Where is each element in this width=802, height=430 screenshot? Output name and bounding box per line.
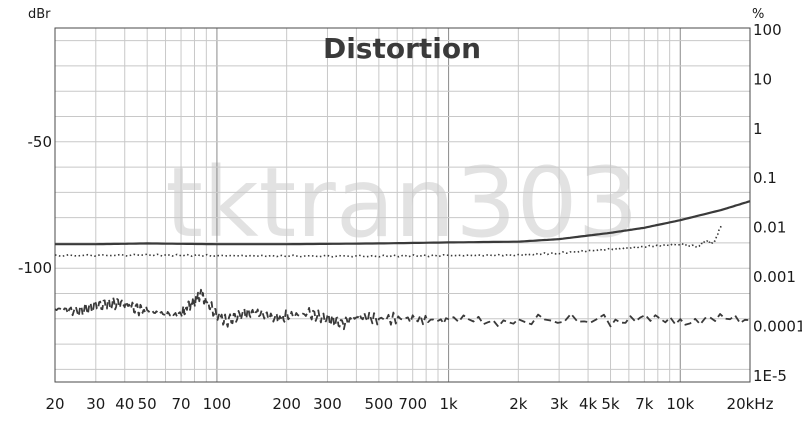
chart-title: Distortion bbox=[323, 32, 481, 65]
x-tick-label: 3k bbox=[550, 395, 569, 413]
x-tick-label: 20 bbox=[45, 395, 64, 413]
left-tick-label: -50 bbox=[28, 133, 53, 151]
x-tick-label: 50 bbox=[138, 395, 157, 413]
x-tick-label: 10k bbox=[666, 395, 694, 413]
x-tick-label: 1k bbox=[439, 395, 458, 413]
series-line-dotted bbox=[54, 225, 722, 258]
right-tick-label: 100 bbox=[753, 21, 782, 39]
x-axis-ticks: 20 30 40 50 70 100 200 300 500 700 1k 2k 3k 4k 5k 7k 10k… bbox=[45, 395, 773, 413]
x-tick-label: 200 bbox=[272, 395, 301, 413]
watermark: tktran303 bbox=[165, 147, 638, 259]
series-line-solid bbox=[55, 200, 751, 246]
x-tick-label: 100 bbox=[203, 395, 232, 413]
series-line-dashed bbox=[54, 288, 751, 331]
right-tick-label: 1 bbox=[753, 120, 763, 138]
right-tick-label: 0.01 bbox=[753, 219, 786, 237]
x-tick-label: 7k bbox=[635, 395, 654, 413]
x-tick-label: 70 bbox=[171, 395, 190, 413]
left-axis-ticks: -50 -100 bbox=[18, 133, 52, 277]
left-axis-unit: dBr bbox=[28, 7, 51, 22]
x-tick-label: 4k bbox=[579, 395, 598, 413]
right-tick-label: 1E-5 bbox=[753, 367, 787, 385]
series-group bbox=[54, 200, 751, 331]
right-tick-label: 0.1 bbox=[753, 169, 777, 187]
right-tick-label: 10 bbox=[753, 70, 772, 88]
x-tick-label: 500 bbox=[365, 395, 394, 413]
right-axis-unit: % bbox=[752, 7, 764, 22]
watermark-text: tktran303 bbox=[165, 147, 638, 259]
x-tick-label: 700 bbox=[398, 395, 427, 413]
right-tick-label: 0.001 bbox=[753, 268, 796, 286]
left-tick-label: -100 bbox=[18, 259, 52, 277]
right-tick-label: 0.0001 bbox=[753, 317, 802, 335]
x-tick-label: 40 bbox=[115, 395, 134, 413]
x-tick-label: 30 bbox=[86, 395, 105, 413]
x-tick-label: 300 bbox=[313, 395, 342, 413]
x-tick-label: 2k bbox=[509, 395, 528, 413]
plot-frame bbox=[54, 27, 751, 383]
grid bbox=[55, 28, 750, 382]
x-tick-label: 20kHz bbox=[727, 395, 774, 413]
x-tick-label: 5k bbox=[601, 395, 620, 413]
right-axis-ticks: 100 10 1 0.1 0.01 0.001 0.0001 1E-5 bbox=[753, 21, 802, 385]
